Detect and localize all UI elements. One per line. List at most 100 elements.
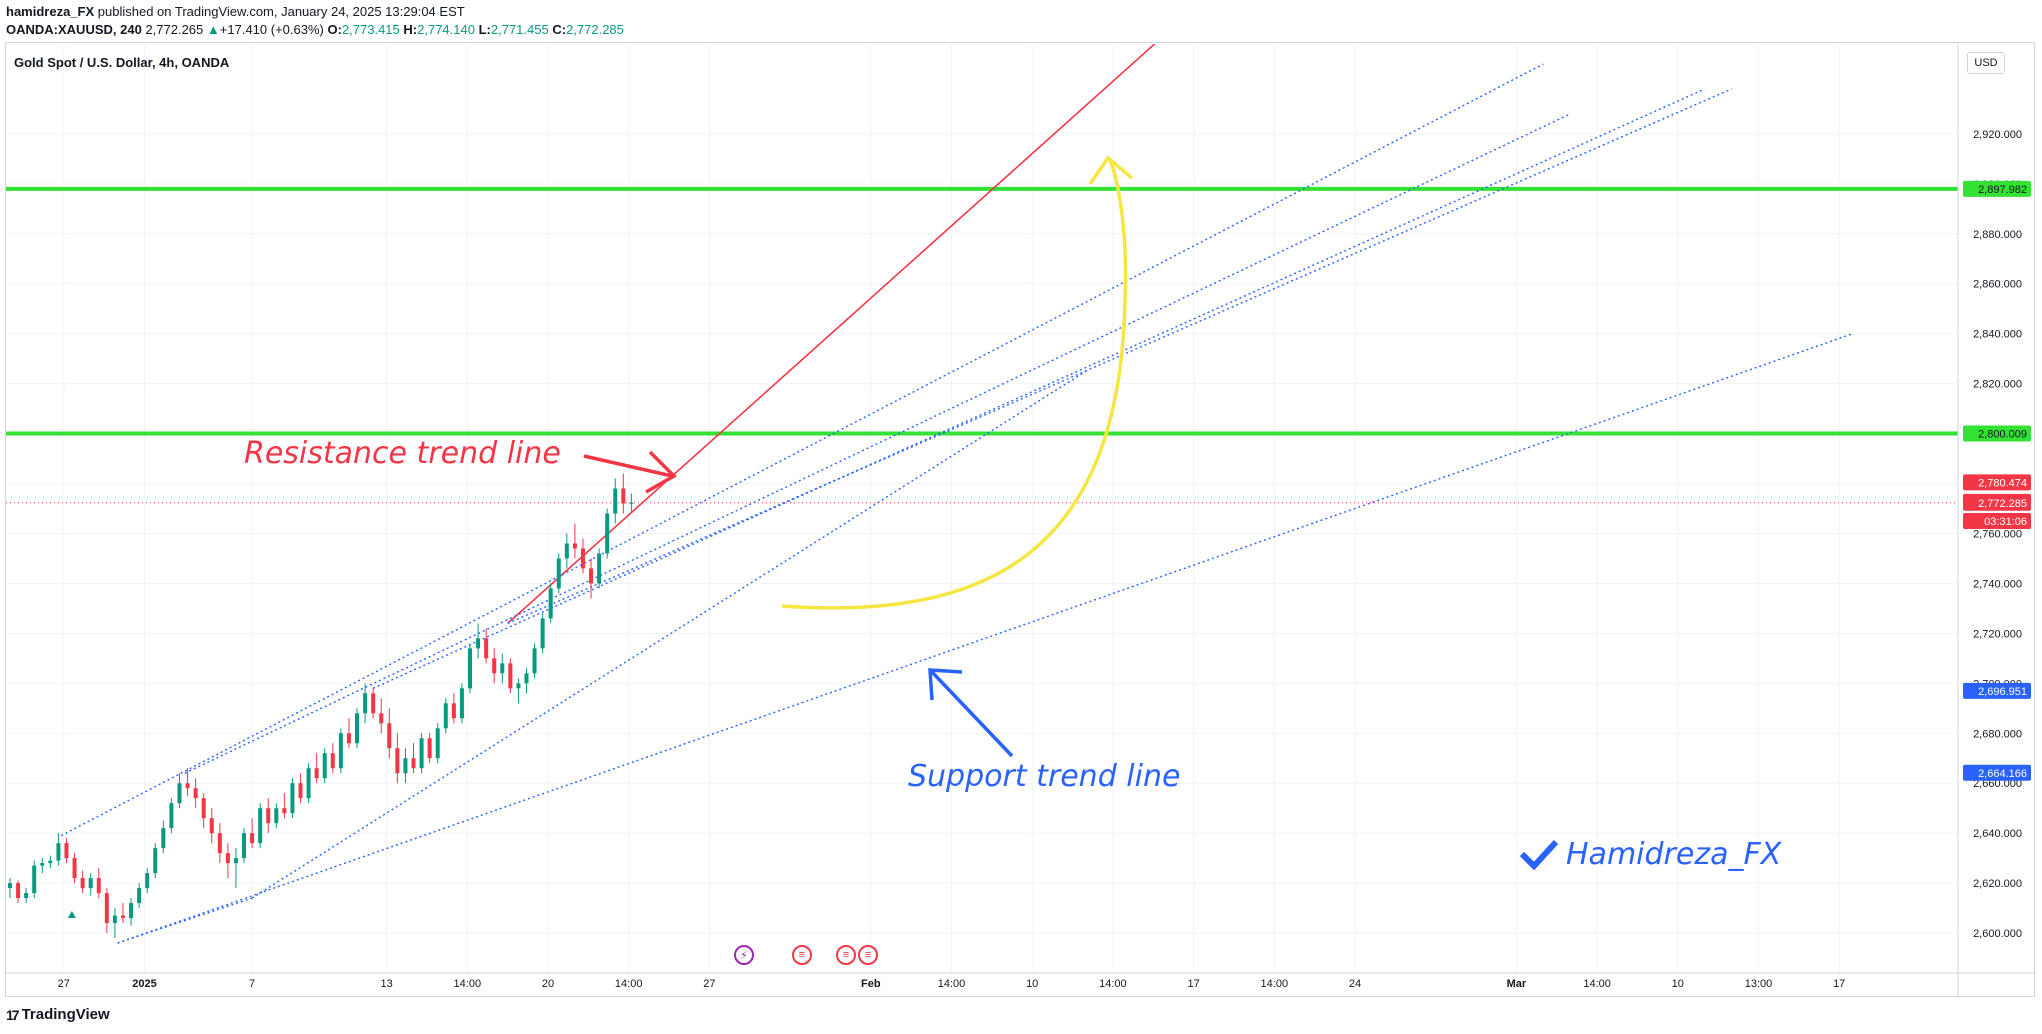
symbol-name[interactable]: OANDA:XAUUSD, 240 — [6, 22, 142, 37]
candle-body — [330, 753, 335, 769]
candle-body — [209, 818, 214, 834]
candle-body — [225, 853, 230, 864]
candle-body — [443, 703, 448, 729]
author-name[interactable]: hamidreza_FX — [6, 4, 95, 19]
candle — [330, 743, 335, 774]
candle-body — [532, 648, 537, 674]
candle-body — [556, 558, 561, 589]
check-icon — [1519, 839, 1559, 871]
candle — [56, 833, 61, 866]
candle-body — [282, 808, 287, 814]
candle — [597, 548, 602, 589]
candle — [290, 778, 295, 819]
publish-info: hamidreza_FX published on TradingView.co… — [6, 4, 465, 19]
x-tick-label: 14:00 — [938, 978, 966, 990]
resistance-label: Resistance trend line — [244, 436, 561, 471]
x-tick-label: 27 — [58, 978, 70, 990]
candle-body — [355, 713, 360, 744]
candle-body — [500, 663, 505, 674]
candle-body — [548, 588, 553, 619]
candle — [524, 668, 529, 694]
candle-body — [233, 858, 238, 864]
candle — [355, 708, 360, 749]
price-axis-label: 03:31:06 — [1963, 512, 2031, 529]
lightning-icon[interactable]: ⚡ — [734, 945, 754, 965]
candle-body — [476, 638, 481, 649]
candle — [572, 523, 577, 559]
candle-body — [185, 783, 190, 789]
x-tick-label: 14:00 — [1583, 978, 1611, 990]
candle — [500, 653, 505, 684]
candle — [129, 898, 134, 926]
tradingview-logo[interactable]: 17 TradingView — [6, 1006, 110, 1023]
candle — [459, 683, 464, 724]
us-flag-icon[interactable]: ≡ — [792, 945, 812, 965]
price-axis-label-bg — [1963, 494, 2031, 511]
candle-body — [427, 738, 432, 759]
candle — [217, 823, 222, 864]
price-axis-label: 2,780.474 — [1963, 474, 2031, 491]
candle-body — [193, 788, 198, 799]
candle — [282, 793, 287, 819]
candle — [16, 880, 21, 904]
symbol-legend: OANDA:XAUUSD, 240 2,772.265 ▲+17.410 (+0… — [6, 22, 624, 37]
currency-button[interactable]: USD — [1967, 52, 2005, 74]
y-tick-label: 2,680.000 — [1973, 728, 2022, 740]
candle — [314, 753, 319, 784]
candle-body — [322, 753, 327, 779]
candle-body — [120, 915, 125, 919]
candle-body — [217, 833, 222, 854]
published-text: published on TradingView.com, January 24… — [97, 4, 465, 19]
price-axis-label: 2,897.982 — [1963, 180, 2031, 197]
candle — [169, 798, 174, 834]
y-tick-label: 2,880.000 — [1973, 229, 2022, 241]
candle-body — [459, 688, 464, 719]
candle-body — [24, 893, 29, 899]
candle-body — [96, 878, 101, 894]
candle-body — [16, 883, 21, 899]
x-tick-label: 7 — [249, 978, 255, 990]
target-arrow — [781, 159, 1128, 610]
plot-area — [6, 44, 1958, 944]
y-tick-label: 2,860.000 — [1973, 279, 2022, 291]
brand-name: TradingView — [21, 1006, 110, 1023]
us-flag-icon[interactable]: ≡ — [858, 945, 878, 965]
candle-body — [32, 865, 37, 894]
candle — [580, 538, 585, 574]
resistance-trend-line — [507, 44, 1156, 624]
candle — [476, 623, 481, 659]
price-axis-label-text: 2,800.009 — [1978, 429, 2027, 441]
candle — [556, 553, 561, 594]
candle-body — [112, 915, 117, 924]
y-tick-label: 2,760.000 — [1973, 528, 2022, 540]
candle-body — [363, 693, 368, 714]
price-axis-label-bg — [1963, 682, 2031, 699]
low-label: L: — [478, 22, 491, 37]
candle — [411, 743, 416, 774]
candle — [258, 803, 263, 849]
candle — [532, 643, 537, 679]
candle-body — [580, 548, 585, 569]
candle — [64, 838, 69, 864]
candle — [451, 693, 456, 724]
price-axis-label-bg — [1963, 425, 2031, 442]
price-axis-label: 2,800.009 — [1963, 425, 2031, 442]
candle — [40, 858, 45, 874]
y-tick-label: 2,720.000 — [1973, 628, 2022, 640]
x-tick-label: 17 — [1187, 978, 1199, 990]
candle — [193, 778, 198, 809]
y-tick-label: 2,740.000 — [1973, 578, 2022, 590]
candle-body — [613, 488, 618, 514]
candle-body — [161, 828, 166, 849]
x-tick-label: 14:00 — [1261, 978, 1289, 990]
candle-body — [589, 568, 594, 584]
us-flag-icon[interactable]: ≡ — [836, 945, 856, 965]
candle — [250, 818, 255, 849]
price-axis-label-bg — [1963, 474, 2031, 491]
candle-body — [145, 873, 150, 889]
candle — [379, 698, 384, 734]
candle-body — [104, 893, 109, 924]
x-tick-label: 10 — [1026, 978, 1038, 990]
candle-body — [40, 863, 45, 866]
